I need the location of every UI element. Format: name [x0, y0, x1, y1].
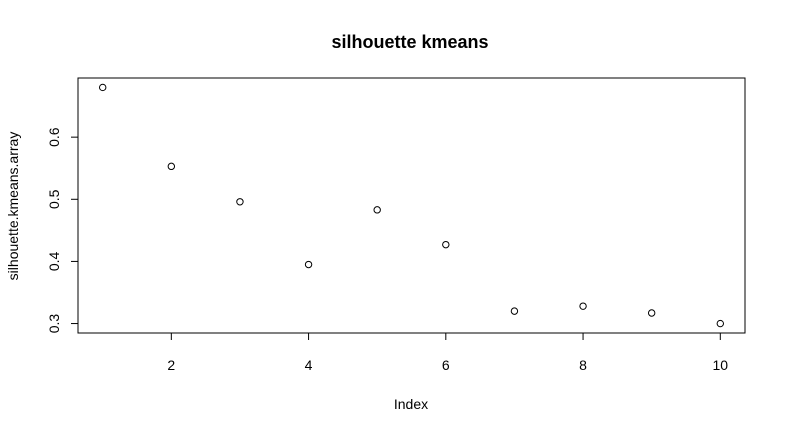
x-tick-label: 4 [305, 357, 313, 373]
x-tick-label: 6 [442, 357, 450, 373]
data-point [647, 309, 656, 317]
x-tick-label: 2 [167, 357, 175, 373]
data-point [236, 198, 244, 206]
y-axis-label: silhouette.kmeans.array [5, 132, 21, 281]
data-point [510, 307, 519, 315]
x-axis-label: Index [394, 396, 428, 412]
data-point [579, 302, 587, 310]
x-axis: 2 4 6 8 10 [167, 332, 728, 373]
data-point [373, 206, 381, 214]
data-point [716, 319, 724, 328]
y-axis: 0.3 0.4 0.5 0.6 [46, 127, 79, 333]
data-point [99, 83, 107, 92]
data-point [167, 162, 176, 171]
y-ticks: 0.3 0.4 0.5 0.6 [46, 127, 78, 333]
x-tick-label: 10 [713, 357, 729, 373]
y-tick-label: 0.3 [46, 314, 62, 334]
y-tick-label: 0.5 [46, 189, 62, 209]
x-ticks: 2 4 6 8 10 [167, 333, 728, 373]
y-tick-label: 0.4 [46, 251, 62, 271]
data-point [304, 260, 313, 269]
data-point [442, 240, 450, 249]
chart-title: silhouette kmeans [331, 32, 488, 52]
data-points [99, 83, 724, 328]
y-tick-label: 0.6 [46, 127, 62, 147]
x-tick-label: 8 [579, 357, 587, 373]
